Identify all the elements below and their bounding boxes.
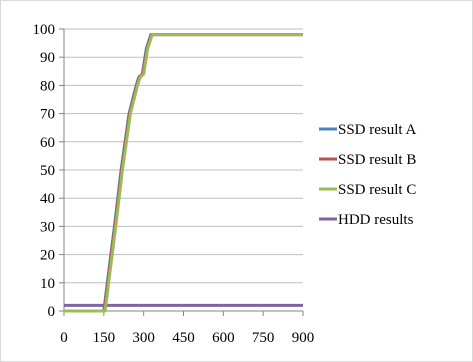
y-tick-label: 0	[48, 304, 56, 320]
axes	[59, 28, 304, 316]
series-line-ssd-result-a	[64, 33, 303, 313]
series-lines	[64, 33, 303, 313]
x-tick-label: 600	[212, 330, 235, 346]
legend-item: SSD result B	[319, 152, 416, 168]
x-tick-label: 300	[132, 330, 155, 346]
tick-labels: 0 10 20 30 40 50 60 70 80 90 100 0 150 300 450 600 750 90…	[33, 22, 315, 346]
legend-item: SSD result A	[319, 122, 417, 138]
x-tick-label: 900	[292, 330, 315, 346]
legend-label: SSD result C	[338, 182, 416, 198]
y-tick-label: 100	[33, 22, 56, 38]
y-tick-label: 70	[40, 107, 55, 123]
series-line-ssd-result-b	[64, 33, 303, 313]
x-tick-label: 0	[60, 330, 68, 346]
legend-label: HDD results	[338, 212, 414, 228]
legend-item: SSD result C	[319, 182, 416, 198]
series-line-ssd-result-c	[64, 33, 303, 313]
y-tick-label: 50	[40, 163, 55, 179]
y-tick-label: 30	[40, 219, 55, 235]
x-tick-label: 450	[172, 330, 195, 346]
x-tick-label: 150	[93, 330, 116, 346]
y-tick-label: 40	[40, 191, 55, 207]
y-tick-label: 20	[40, 248, 55, 264]
legend-item: HDD results	[319, 212, 414, 228]
x-tick-label: 750	[252, 330, 275, 346]
y-tick-label: 10	[40, 276, 55, 292]
gridlines	[64, 28, 303, 284]
y-tick-label: 60	[40, 135, 55, 151]
legend: SSD result A SSD result B SSD result C HDD …	[319, 122, 417, 228]
legend-label: SSD result A	[338, 122, 417, 138]
y-tick-label: 90	[40, 50, 55, 66]
legend-label: SSD result B	[338, 152, 416, 168]
y-tick-label: 80	[40, 78, 55, 94]
